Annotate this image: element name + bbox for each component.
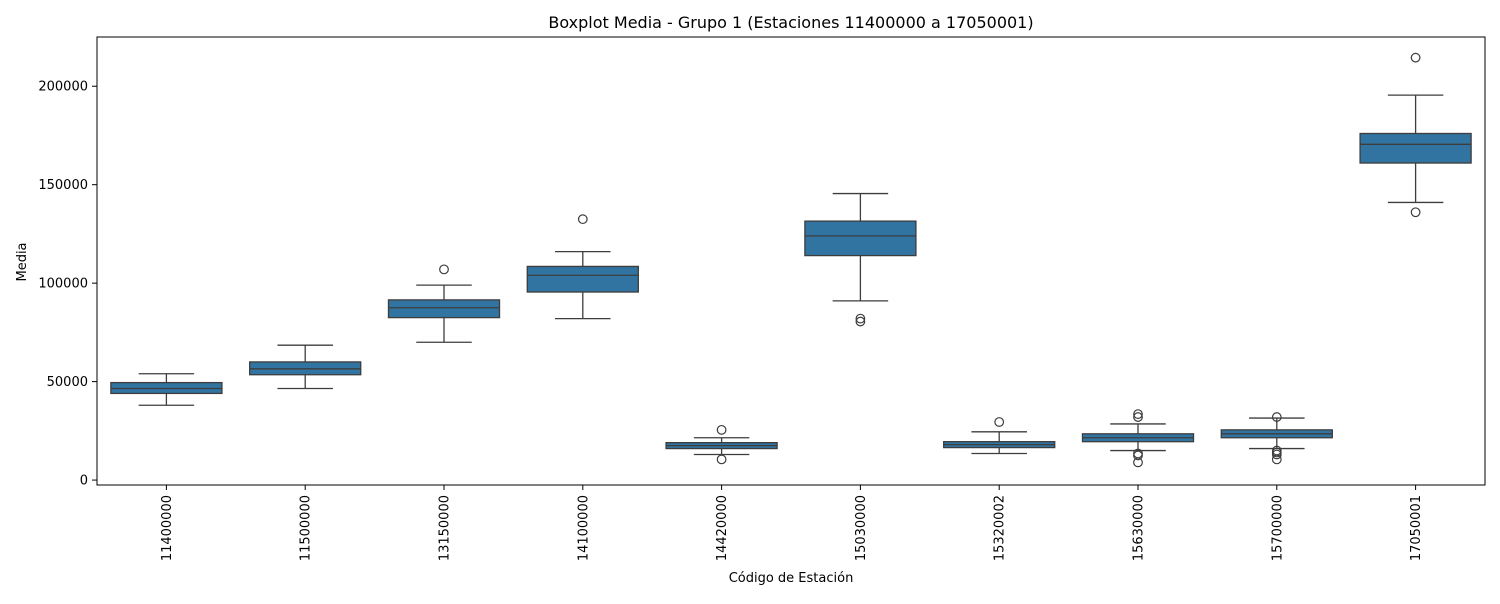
- y-tick-label: 100000: [38, 277, 88, 292]
- box-group: [804, 192, 917, 327]
- x-axis-label: Código de Estación: [729, 571, 854, 586]
- y-tick-label: 0: [80, 474, 88, 489]
- outlier-point: [1271, 449, 1282, 460]
- y-tick-label: 150000: [38, 178, 88, 193]
- y-tick-label: 50000: [47, 375, 88, 390]
- box-group: [1359, 52, 1472, 218]
- x-tick-label: 15320002: [993, 495, 1008, 561]
- x-tick-label: 14100000: [576, 495, 591, 561]
- plot-area-frame: [96, 36, 1486, 486]
- box-group: [1220, 412, 1333, 465]
- x-tick-label: 17050001: [1409, 495, 1424, 561]
- box-group: [387, 264, 501, 343]
- box-iqr: [1359, 132, 1472, 164]
- box-group: [943, 417, 1056, 455]
- y-axis-ticks: 0 50000 100000 150000 200000: [38, 80, 97, 489]
- outlier-point: [1271, 454, 1282, 465]
- outlier-point: [439, 264, 449, 275]
- box-group: [1081, 409, 1195, 468]
- box-iqr: [804, 220, 917, 257]
- box-group: [110, 373, 223, 406]
- box-group: [249, 344, 362, 390]
- outlier-point: [716, 424, 727, 435]
- x-tick-label: 15630000: [1132, 495, 1147, 561]
- chart-title: Boxplot Media - Grupo 1 (Estaciones 1140…: [548, 13, 1033, 32]
- outlier-point: [994, 417, 1005, 427]
- outlier-point: [855, 316, 866, 327]
- x-tick-label: 11500000: [299, 495, 314, 561]
- outlier-point: [855, 313, 866, 324]
- x-tick-label: 11400000: [160, 495, 175, 561]
- box-series: [110, 52, 1472, 468]
- box-group: [665, 424, 778, 465]
- outlier-point: [577, 214, 588, 225]
- outlier-point: [1133, 450, 1143, 461]
- box-group: [526, 214, 639, 320]
- x-tick-label: 15700000: [1270, 495, 1285, 561]
- y-tick-label: 200000: [38, 80, 88, 95]
- outlier-point: [1410, 207, 1421, 218]
- outlier-point: [1133, 409, 1143, 420]
- outlier-point: [1271, 412, 1282, 422]
- x-tick-label: 13150000: [438, 495, 453, 561]
- x-tick-label: 15030000: [854, 495, 869, 561]
- outlier-point: [1133, 457, 1143, 468]
- y-axis-label: Media: [15, 242, 30, 281]
- box-iqr: [526, 265, 639, 293]
- outlier-point: [1133, 412, 1143, 422]
- outlier-point: [1410, 52, 1421, 63]
- x-axis-ticks: 11400000 11500000 13150000 14100000 14420000…: [160, 485, 1424, 561]
- box-iqr: [387, 299, 501, 319]
- outlier-point: [716, 454, 727, 465]
- x-tick-label: 14420000: [715, 495, 730, 561]
